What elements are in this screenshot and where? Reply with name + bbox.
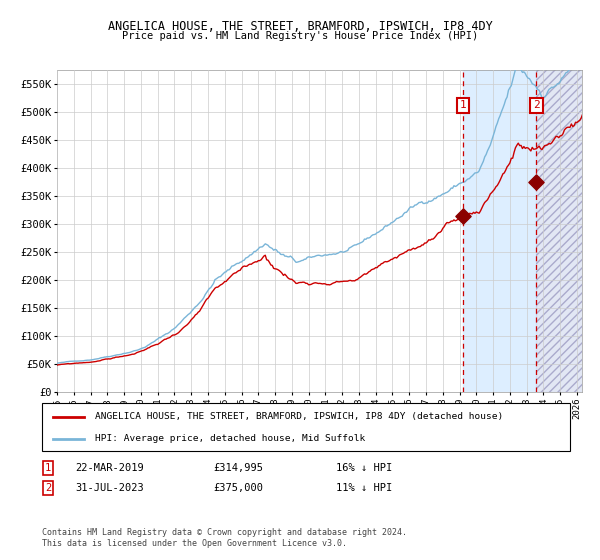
Point bbox=[458, 211, 468, 220]
Bar bbox=[536, 70, 586, 392]
Bar bbox=[463, 70, 536, 392]
Text: HPI: Average price, detached house, Mid Suffolk: HPI: Average price, detached house, Mid … bbox=[95, 435, 365, 444]
Text: Contains HM Land Registry data © Crown copyright and database right 2024.
This d: Contains HM Land Registry data © Crown c… bbox=[42, 528, 407, 548]
Text: £375,000: £375,000 bbox=[213, 483, 263, 493]
Text: 1: 1 bbox=[460, 100, 467, 110]
Text: 11% ↓ HPI: 11% ↓ HPI bbox=[336, 483, 392, 493]
Text: ANGELICA HOUSE, THE STREET, BRAMFORD, IPSWICH, IP8 4DY: ANGELICA HOUSE, THE STREET, BRAMFORD, IP… bbox=[107, 20, 493, 32]
Text: 22-MAR-2019: 22-MAR-2019 bbox=[75, 463, 144, 473]
Text: 2: 2 bbox=[45, 483, 51, 493]
Text: ANGELICA HOUSE, THE STREET, BRAMFORD, IPSWICH, IP8 4DY (detached house): ANGELICA HOUSE, THE STREET, BRAMFORD, IP… bbox=[95, 412, 503, 421]
Text: 1: 1 bbox=[45, 463, 51, 473]
Text: 16% ↓ HPI: 16% ↓ HPI bbox=[336, 463, 392, 473]
Bar bbox=[536, 70, 586, 392]
Text: £314,995: £314,995 bbox=[213, 463, 263, 473]
Text: 31-JUL-2023: 31-JUL-2023 bbox=[75, 483, 144, 493]
FancyBboxPatch shape bbox=[42, 403, 570, 451]
Text: Price paid vs. HM Land Registry's House Price Index (HPI): Price paid vs. HM Land Registry's House … bbox=[122, 31, 478, 41]
Point bbox=[532, 178, 541, 186]
Text: 2: 2 bbox=[533, 100, 540, 110]
